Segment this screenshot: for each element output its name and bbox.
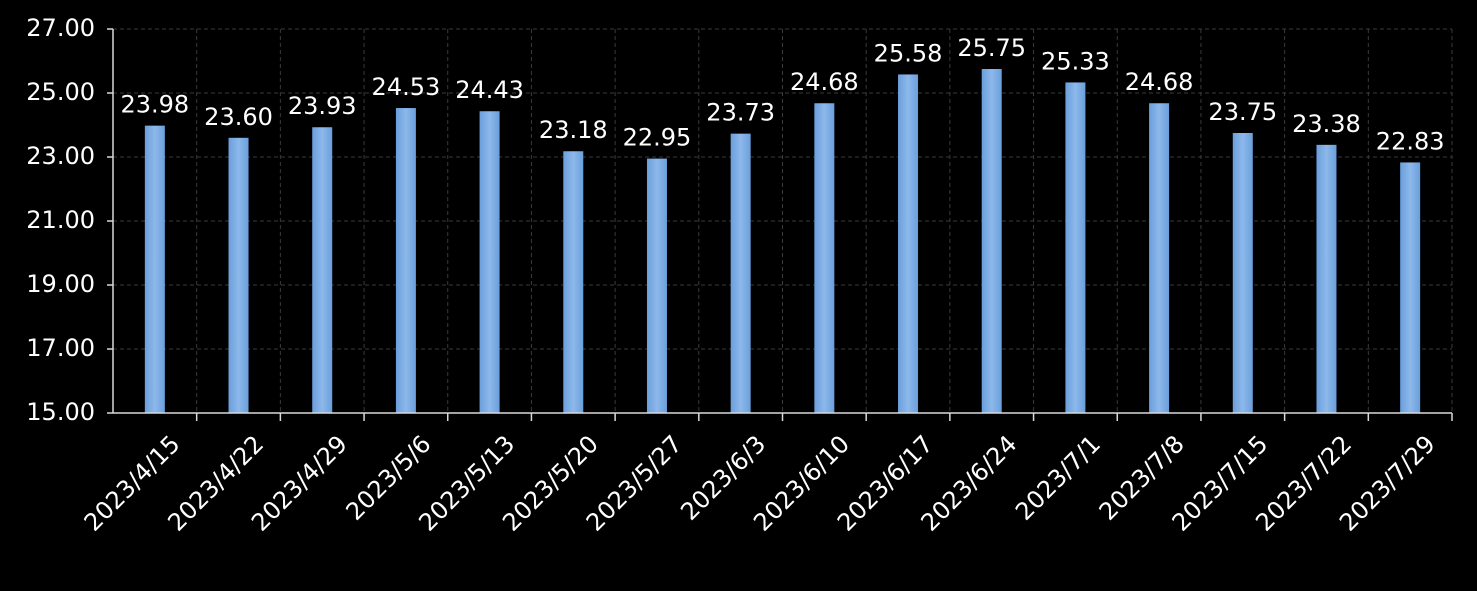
value-label: 25.58 [874, 39, 943, 67]
value-label: 23.38 [1292, 110, 1361, 138]
bar [730, 133, 751, 413]
value-label: 23.98 [120, 91, 189, 119]
bar [1065, 82, 1086, 413]
bar [563, 151, 584, 414]
value-label: 24.43 [455, 76, 524, 104]
bar [1232, 133, 1253, 413]
value-label: 25.33 [1041, 47, 1110, 75]
value-label: 24.68 [790, 68, 859, 96]
value-label: 23.93 [288, 92, 357, 120]
value-label: 25.75 [957, 34, 1026, 62]
value-label: 22.83 [1376, 127, 1445, 155]
y-tick-label: 27.00 [26, 14, 95, 42]
value-label: 23.60 [204, 103, 273, 131]
bar [1316, 144, 1337, 413]
bar [479, 111, 500, 414]
bar [1400, 162, 1421, 413]
y-tick-label: 15.00 [26, 398, 95, 426]
bar [814, 103, 835, 414]
y-tick-label: 25.00 [26, 78, 95, 106]
value-label: 24.53 [372, 73, 441, 101]
value-label: 23.75 [1208, 98, 1277, 126]
y-tick-label: 21.00 [26, 206, 95, 234]
bar [981, 69, 1002, 413]
bar [898, 74, 919, 413]
value-label: 24.68 [1125, 68, 1194, 96]
bar [228, 137, 249, 414]
value-label: 23.73 [706, 99, 775, 127]
y-tick-label: 17.00 [26, 334, 95, 362]
bar [144, 125, 165, 413]
bar [646, 158, 667, 413]
y-tick-label: 23.00 [26, 142, 95, 170]
value-label: 23.18 [539, 116, 608, 144]
value-label: 22.95 [623, 124, 692, 152]
bar [312, 127, 333, 414]
bar [395, 108, 416, 413]
y-tick-label: 19.00 [26, 270, 95, 298]
bar [1149, 103, 1170, 414]
x-tick-label: 2023/7/1 [1010, 430, 1106, 526]
